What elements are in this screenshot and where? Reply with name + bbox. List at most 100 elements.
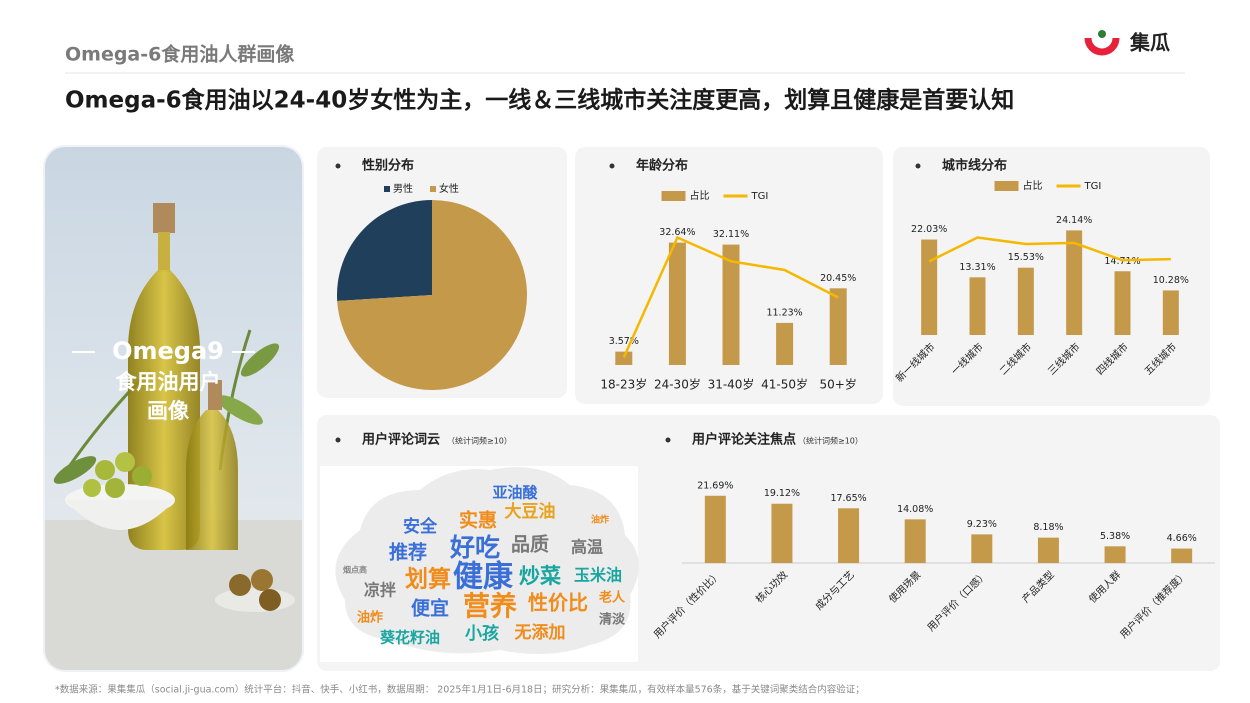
panel bbox=[893, 147, 1210, 406]
word: 营养 bbox=[463, 591, 517, 623]
bullet bbox=[915, 163, 921, 169]
word: 好吃 bbox=[449, 533, 500, 562]
bullet bbox=[609, 163, 615, 169]
legend-label: TGI bbox=[1084, 181, 1102, 192]
value-label: 21.69% bbox=[697, 480, 733, 491]
bar bbox=[1066, 230, 1083, 335]
bar bbox=[776, 322, 794, 365]
value-label: 15.53% bbox=[1008, 252, 1044, 263]
word: 高温 bbox=[571, 538, 603, 557]
bar bbox=[722, 244, 740, 365]
photo-caption: 食用油用户 bbox=[116, 370, 221, 394]
logo-text: 集瓜 bbox=[1129, 31, 1170, 55]
word: 清淡 bbox=[599, 612, 626, 628]
legend-label: 占比 bbox=[1023, 179, 1043, 192]
value-label: 14.08% bbox=[897, 504, 933, 515]
x-tick-label: 41-50岁 bbox=[761, 377, 808, 392]
value-label: 17.65% bbox=[830, 493, 866, 504]
x-tick-label: 18-23岁 bbox=[600, 377, 647, 392]
bar bbox=[829, 288, 847, 365]
word: 大豆油 bbox=[505, 501, 556, 522]
bar bbox=[969, 277, 986, 335]
tgi-line bbox=[928, 236, 1171, 263]
word: 划算 bbox=[405, 566, 451, 593]
value-label: 22.03% bbox=[911, 224, 947, 235]
legend-label: TGI bbox=[751, 191, 769, 202]
bar bbox=[904, 519, 926, 563]
photo bbox=[45, 147, 302, 670]
tgi-line bbox=[622, 235, 839, 359]
bar bbox=[921, 239, 938, 335]
value-label: 4.66% bbox=[1167, 533, 1197, 544]
value-label: 11.23% bbox=[766, 307, 802, 318]
x-tick-label: 31-40岁 bbox=[708, 377, 755, 392]
legend-swatch bbox=[384, 186, 390, 192]
bar bbox=[971, 534, 993, 563]
word: 便宜 bbox=[411, 597, 449, 620]
photo-caption: Omega9 bbox=[112, 337, 224, 365]
bar bbox=[1171, 548, 1193, 563]
panel-title: 用户评论词云 bbox=[361, 432, 440, 448]
section-title: Omega-6食用油人群画像 bbox=[65, 43, 295, 66]
word: 推荐 bbox=[389, 541, 427, 564]
word: 实惠 bbox=[459, 509, 497, 532]
panel-title: 年龄分布 bbox=[636, 158, 688, 174]
pie-slice bbox=[337, 200, 527, 391]
legend-label: 占比 bbox=[690, 189, 710, 202]
legend-swatch bbox=[661, 191, 686, 201]
bar bbox=[771, 503, 793, 563]
word: 性价比 bbox=[528, 591, 588, 615]
word: 健康 bbox=[453, 560, 514, 595]
panel-note: （统计词频≥10） bbox=[447, 436, 512, 446]
word: 炒菜 bbox=[519, 564, 561, 588]
wordcloud-shape bbox=[335, 467, 639, 654]
bar bbox=[1162, 290, 1179, 335]
value-label: 24.14% bbox=[1056, 215, 1092, 226]
word: 亚油酸 bbox=[492, 484, 538, 502]
word: 小孩 bbox=[465, 623, 499, 644]
word: 安全 bbox=[403, 516, 438, 537]
pie-slice bbox=[337, 200, 432, 301]
bar bbox=[704, 495, 726, 563]
footnote: *数据来源：果集集瓜（social.ji-gua.com）统计平台：抖音、快手、… bbox=[55, 684, 865, 696]
legend-label: 女性 bbox=[439, 182, 459, 195]
value-label: 10.28% bbox=[1153, 275, 1189, 286]
panel-title: 城市线分布 bbox=[942, 158, 1007, 174]
legend-swatch bbox=[430, 186, 436, 192]
bar bbox=[1017, 267, 1034, 335]
value-label: 9.23% bbox=[967, 519, 997, 530]
bullet bbox=[335, 437, 341, 443]
headline: Omega-6食用油以24-40岁女性为主，一线＆三线城市关注度更高，划算且健康… bbox=[65, 87, 1014, 114]
value-label: 20.45% bbox=[820, 273, 856, 284]
panel-note: （统计词频≥10） bbox=[798, 436, 863, 446]
x-tick-label: 24-30岁 bbox=[654, 377, 701, 392]
bar bbox=[1104, 546, 1126, 563]
value-label: 8.18% bbox=[1033, 522, 1063, 533]
bar bbox=[838, 508, 860, 563]
word: 玉米油 bbox=[574, 566, 622, 585]
x-tick-label: 50+岁 bbox=[820, 377, 857, 392]
bar bbox=[668, 242, 686, 365]
photo-caption: 画像 bbox=[147, 399, 190, 423]
bullet bbox=[665, 437, 671, 443]
value-label: 19.12% bbox=[764, 488, 800, 499]
bar bbox=[1037, 537, 1059, 563]
word: 葵花籽油 bbox=[380, 629, 440, 647]
panel-title: 用户评论关注焦点 bbox=[691, 432, 796, 448]
word: 油炸 bbox=[357, 610, 383, 626]
value-label: 5.38% bbox=[1100, 531, 1130, 542]
bar bbox=[1114, 271, 1131, 335]
value-label: 3.57% bbox=[609, 336, 639, 347]
word: 老人 bbox=[598, 590, 626, 606]
word: 品质 bbox=[511, 534, 549, 556]
legend-label: 男性 bbox=[393, 182, 413, 195]
logo: 集瓜 bbox=[1084, 30, 1170, 56]
word: 无添加 bbox=[514, 622, 566, 643]
bar bbox=[615, 351, 633, 365]
value-label: 32.64% bbox=[659, 227, 695, 238]
value-label: 13.31% bbox=[959, 262, 995, 273]
legend-swatch bbox=[994, 181, 1019, 191]
